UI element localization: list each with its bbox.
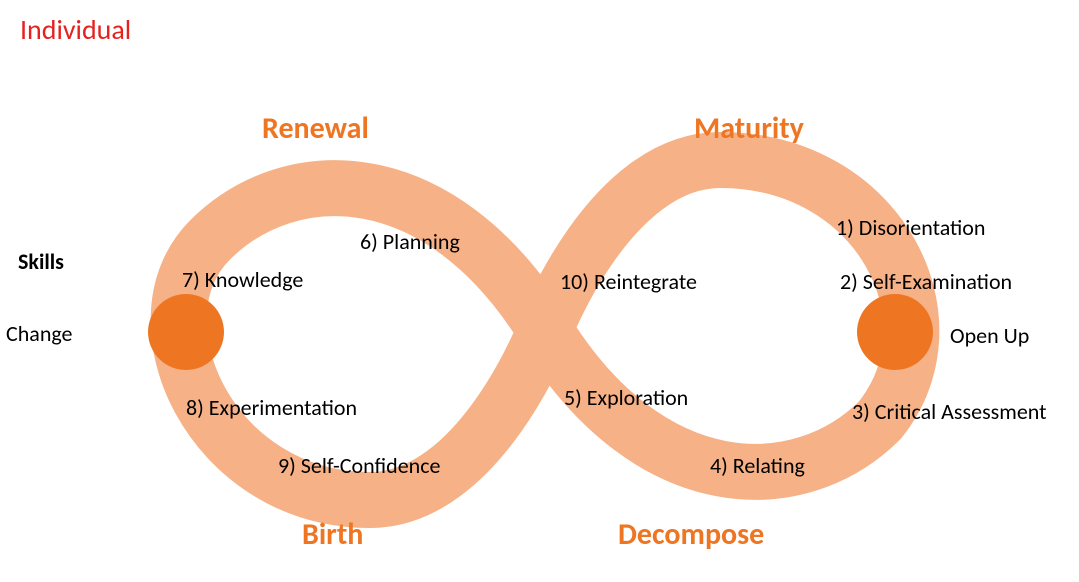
step-2-self-examination: 2) Self-Examination	[840, 268, 1012, 295]
step-9-self-confidence: 9) Self-Confidence	[278, 452, 440, 479]
step-8-experimentation: 8) Experimentation	[186, 394, 357, 421]
step-10-reintegrate: 10) Reintegrate	[560, 268, 697, 295]
title-individual: Individual	[20, 12, 131, 47]
step-7-knowledge: 7) Knowledge	[182, 266, 303, 293]
diagram-stage: Individual Renewal Maturity Birth Decomp…	[0, 0, 1079, 582]
side-label-openup: Open Up	[950, 322, 1029, 349]
step-4-relating: 4) Relating	[710, 452, 805, 479]
step-5-exploration: 5) Exploration	[564, 384, 688, 411]
heading-maturity: Maturity	[694, 110, 804, 147]
step-3-critical-assessment: 3) Critical Assessment	[852, 398, 1047, 425]
heading-decompose: Decompose	[618, 516, 764, 553]
right-node-circle	[857, 294, 933, 370]
step-6-planning: 6) Planning	[360, 228, 460, 255]
heading-birth: Birth	[302, 516, 363, 553]
left-node-circle	[148, 294, 224, 370]
step-1-disorientation: 1) Disorientation	[836, 214, 985, 241]
side-label-change: Change	[6, 320, 73, 347]
infinity-path	[179, 160, 912, 500]
side-label-skills: Skills	[18, 248, 64, 275]
heading-renewal: Renewal	[262, 110, 369, 147]
